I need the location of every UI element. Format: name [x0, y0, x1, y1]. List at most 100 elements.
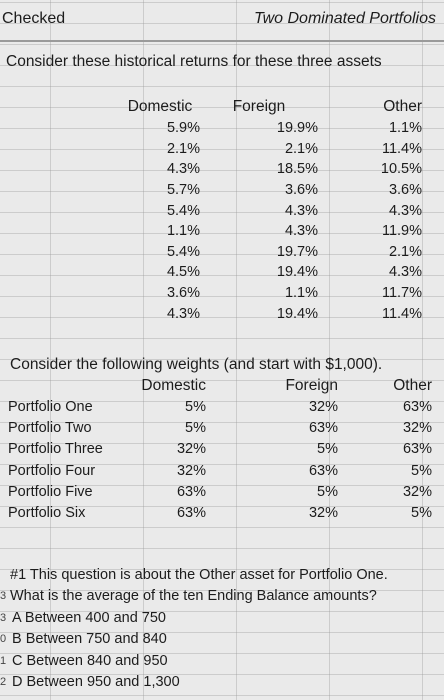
- cell[interactable]: 1.1%: [166, 223, 200, 240]
- portfolio-name[interactable]: Portfolio Four: [8, 462, 96, 479]
- answer-option: 1 C Between 840 and 950: [0, 651, 444, 672]
- table-row: 5.4% 4.3% 4.3%: [120, 200, 422, 221]
- table-row: 4.5% 19.4% 4.3%: [120, 262, 422, 283]
- answer-option: 0 B Between 750 and 840: [0, 629, 444, 650]
- row-marker: 1: [0, 654, 7, 667]
- cell[interactable]: 5.9%: [166, 120, 200, 137]
- cell[interactable]: 11.4%: [381, 305, 422, 322]
- table-row: 5.4% 19.7% 2.1%: [120, 242, 422, 263]
- cell[interactable]: 11.7%: [381, 285, 422, 302]
- cell[interactable]: 19.4%: [276, 305, 318, 322]
- portfolio-name[interactable]: Portfolio Five: [8, 483, 93, 500]
- table-row: 2.1% 2.1% 11.4%: [120, 139, 422, 160]
- cell[interactable]: 2.1%: [284, 140, 318, 157]
- cell[interactable]: 19.9%: [276, 120, 318, 137]
- cell[interactable]: 63%: [402, 398, 432, 415]
- cell[interactable]: 3.6%: [166, 285, 200, 302]
- col-header-foreign: Foreign: [232, 98, 286, 115]
- table-row: Portfolio Six 63% 32% 5%: [8, 502, 432, 523]
- portfolio-name[interactable]: Portfolio Three: [8, 441, 103, 458]
- option-b[interactable]: B Between 750 and 840: [12, 631, 167, 648]
- question-line: 3 What is the average of the ten Ending …: [0, 586, 444, 607]
- col-header-other: Other: [383, 98, 422, 115]
- cell[interactable]: 4.5%: [166, 264, 200, 281]
- cell[interactable]: 5%: [185, 398, 206, 415]
- cell[interactable]: 18.5%: [276, 161, 318, 178]
- row-marker: 0: [0, 633, 7, 646]
- cell[interactable]: 32%: [176, 441, 206, 458]
- col-header-foreign: Foreign: [285, 377, 338, 394]
- table-row: Portfolio Four 32% 63% 5%: [8, 460, 432, 481]
- cell[interactable]: 2.1%: [166, 140, 200, 157]
- cell[interactable]: 5.4%: [166, 202, 200, 219]
- cell[interactable]: 4.3%: [166, 161, 200, 178]
- cell[interactable]: 63%: [176, 483, 206, 500]
- cell[interactable]: 32%: [402, 419, 432, 436]
- cell[interactable]: 5%: [317, 483, 338, 500]
- table-row: Portfolio One 5% 32% 63%: [8, 396, 432, 417]
- weights-intro: Consider the following weights (and star…: [10, 356, 383, 373]
- weights-header-row: Domestic Foreign Other: [8, 376, 432, 396]
- option-d[interactable]: D Between 950 and 1,300: [12, 673, 180, 690]
- question-text[interactable]: #1 This question is about the Other asse…: [10, 567, 388, 583]
- checked-label: Checked: [2, 10, 66, 27]
- table-row: Portfolio Five 63% 5% 32%: [8, 481, 432, 502]
- cell[interactable]: 1.1%: [388, 120, 422, 137]
- table-row: 1.1% 4.3% 11.9%: [120, 221, 422, 242]
- cell[interactable]: 4.3%: [284, 202, 318, 219]
- cell[interactable]: 4.3%: [284, 223, 318, 240]
- row-marker: 2: [0, 675, 7, 688]
- cell[interactable]: 2.1%: [388, 243, 422, 260]
- header-row: Checked Two Dominated Portfolios: [0, 6, 444, 34]
- cell[interactable]: 11.9%: [381, 223, 422, 240]
- cell[interactable]: 32%: [308, 505, 338, 522]
- table-row: Portfolio Two 5% 63% 32%: [8, 417, 432, 438]
- option-a[interactable]: A Between 400 and 750: [12, 609, 166, 626]
- cell[interactable]: 32%: [402, 483, 432, 500]
- question-line: #1 This question is about the Other asse…: [0, 565, 444, 586]
- cell[interactable]: 32%: [176, 462, 206, 479]
- table-row: 5.7% 3.6% 3.6%: [120, 180, 422, 201]
- table-row: 5.9% 19.9% 1.1%: [120, 118, 422, 139]
- col-header-domestic: Domestic: [141, 377, 206, 394]
- portfolio-name[interactable]: Portfolio One: [8, 398, 93, 415]
- cell[interactable]: 5.7%: [166, 182, 200, 199]
- row-label-header: [8, 376, 108, 396]
- table-row: 3.6% 1.1% 11.7%: [120, 283, 422, 304]
- sheet-title: Two Dominated Portfolios: [254, 10, 436, 27]
- weights-table: Domestic Foreign Other Portfolio One 5% 32…: [8, 376, 432, 524]
- cell[interactable]: 11.4%: [381, 140, 422, 157]
- cell[interactable]: 4.3%: [388, 264, 422, 281]
- header-divider: [0, 40, 444, 42]
- question-text[interactable]: What is the average of the ten Ending Ba…: [10, 588, 377, 605]
- cell[interactable]: 5%: [411, 462, 432, 479]
- cell[interactable]: 3.6%: [388, 182, 422, 199]
- cell[interactable]: 5%: [317, 441, 338, 458]
- portfolio-name[interactable]: Portfolio Six: [8, 505, 86, 522]
- row-marker: 3: [0, 611, 7, 624]
- portfolio-name[interactable]: Portfolio Two: [8, 419, 92, 436]
- answer-option: 3 A Between 400 and 750: [0, 608, 444, 629]
- cell[interactable]: 19.4%: [276, 264, 318, 281]
- cell[interactable]: 3.6%: [284, 182, 318, 199]
- cell[interactable]: 63%: [308, 462, 338, 479]
- cell[interactable]: 63%: [308, 419, 338, 436]
- row-marker: 3: [0, 590, 7, 603]
- cell[interactable]: 4.3%: [166, 305, 200, 322]
- cell[interactable]: 4.3%: [388, 202, 422, 219]
- answer-option: 2 D Between 950 and 1,300: [0, 672, 444, 693]
- cell[interactable]: 10.5%: [380, 161, 422, 178]
- returns-intro: Consider these historical returns for th…: [6, 53, 382, 70]
- cell[interactable]: 1.1%: [284, 285, 318, 302]
- cell[interactable]: 63%: [176, 505, 206, 522]
- cell[interactable]: 63%: [402, 441, 432, 458]
- table-row: 4.3% 18.5% 10.5%: [120, 159, 422, 180]
- cell[interactable]: 5%: [185, 419, 206, 436]
- cell[interactable]: 32%: [308, 398, 338, 415]
- cell[interactable]: 19.7%: [276, 243, 318, 260]
- question-block: #1 This question is about the Other asse…: [0, 565, 444, 693]
- cell[interactable]: 5.4%: [166, 243, 200, 260]
- cell[interactable]: 5%: [411, 505, 432, 522]
- option-c[interactable]: C Between 840 and 950: [12, 652, 168, 669]
